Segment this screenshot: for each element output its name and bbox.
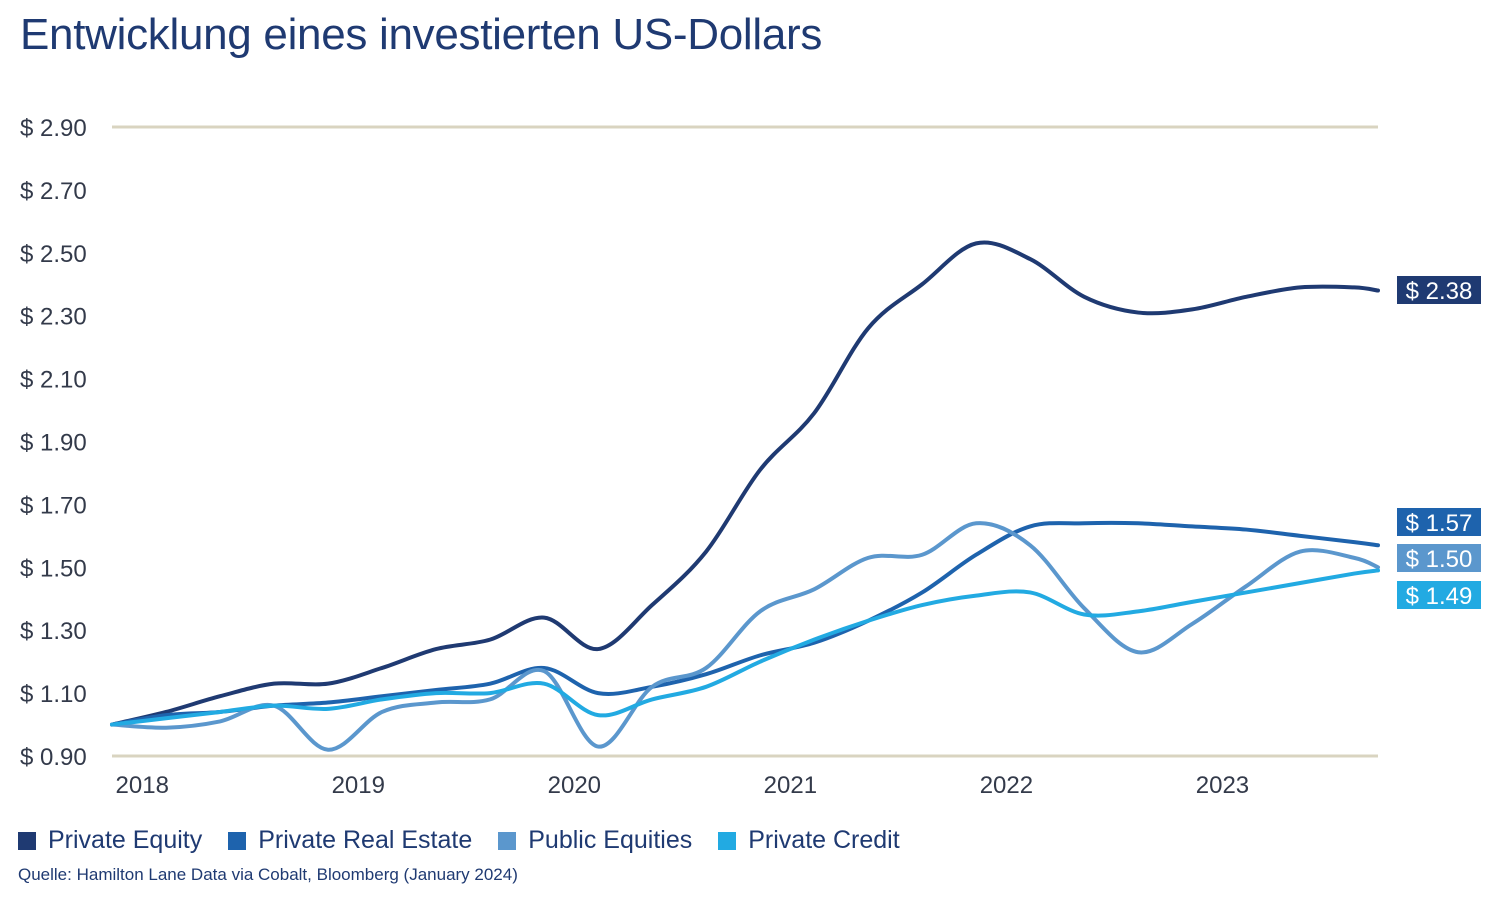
end-label-box xyxy=(1397,544,1481,572)
end-label-text: $ 1.50 xyxy=(1406,546,1473,573)
legend-label: Private Equity xyxy=(48,826,203,854)
chart-title: Entwicklung eines investierten US-Dollar… xyxy=(20,10,823,59)
y-tick-label: $ 2.30 xyxy=(20,304,87,331)
y-tick-label: $ 2.10 xyxy=(20,367,87,394)
legend-item-private-real-estate: Private Real Estate xyxy=(228,826,472,855)
gridlines xyxy=(112,125,1378,758)
y-tick-label: $ 1.50 xyxy=(20,555,87,582)
legend-swatch xyxy=(228,831,247,850)
end-label-box xyxy=(1397,581,1481,609)
y-tick-label: $ 1.70 xyxy=(20,492,87,519)
end-label-box xyxy=(1397,508,1481,536)
y-tick-label: $ 2.70 xyxy=(20,178,87,205)
legend-swatch xyxy=(18,831,36,850)
end-label-private-real-estate: $ 1.57 xyxy=(1397,508,1481,537)
x-tick-label: 2020 xyxy=(548,772,601,799)
legend-label: Public Equities xyxy=(528,826,693,854)
x-axis-ticks: 2018 2019 2020 2021 2022 2023 xyxy=(116,772,1250,799)
series-lines xyxy=(110,240,1380,752)
legend-label: Private Real Estate xyxy=(258,826,473,854)
end-labels: $ 2.38 $ 1.57 $ 1.50 $ 1.49 xyxy=(1397,276,1481,610)
series-line-private-real-estate xyxy=(110,520,1380,727)
series-line-private-credit xyxy=(110,568,1380,727)
legend-item-public-equities: Public Equities xyxy=(498,826,692,855)
x-tick-label: 2018 xyxy=(116,772,169,799)
x-tick-label: 2023 xyxy=(1196,772,1249,799)
y-tick-label: $ 2.90 xyxy=(20,115,87,142)
end-label-private-equity: $ 2.38 xyxy=(1397,276,1481,305)
y-tick-label: $ 1.90 xyxy=(20,430,87,457)
y-axis-ticks: $ 0.90 $ 1.10 $ 1.30 $ 1.50 $ 1.70 $ 1.90 $ 2.… xyxy=(20,115,87,771)
legend-item-private-equity: Private Equity xyxy=(18,826,202,855)
y-tick-label: $ 2.50 xyxy=(20,241,87,268)
x-tick-label: 2022 xyxy=(980,772,1033,799)
end-label-text: $ 2.38 xyxy=(1406,278,1473,305)
source-note: Quelle: Hamilton Lane Data via Cobalt, B… xyxy=(18,865,518,884)
legend-item-private-credit: Private Credit xyxy=(718,826,900,855)
end-label-box xyxy=(1397,276,1481,304)
end-label-text: $ 1.57 xyxy=(1406,510,1473,537)
legend: Private Equity Private Real Estate Publi… xyxy=(18,826,900,855)
legend-swatch xyxy=(718,831,737,850)
y-tick-label: $ 1.30 xyxy=(20,618,87,645)
legend-swatch xyxy=(498,831,517,850)
series-line-private-equity xyxy=(110,240,1380,727)
y-tick-label: $ 0.90 xyxy=(20,744,87,771)
end-label-text: $ 1.49 xyxy=(1406,583,1473,610)
series-line-public-equities xyxy=(110,521,1380,752)
x-tick-label: 2019 xyxy=(332,772,385,799)
end-label-private-credit: $ 1.49 xyxy=(1397,581,1481,610)
y-tick-label: $ 1.10 xyxy=(20,681,87,708)
x-tick-label: 2021 xyxy=(764,772,817,799)
legend-label: Private Credit xyxy=(748,826,900,854)
end-label-public-equities: $ 1.50 xyxy=(1397,544,1481,573)
